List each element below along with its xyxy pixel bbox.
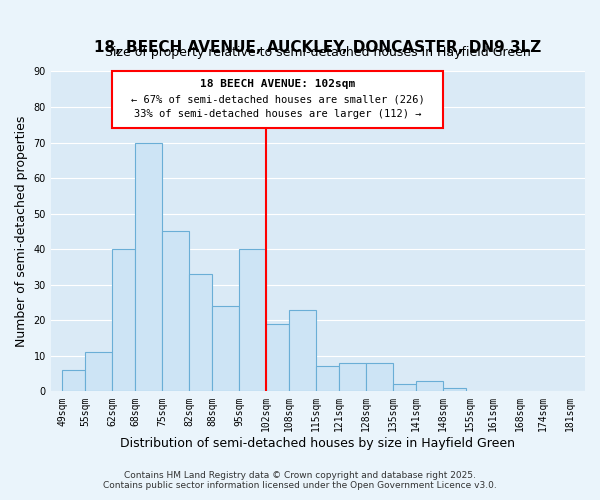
Bar <box>393 384 416 392</box>
Bar <box>112 249 136 392</box>
Bar <box>266 324 289 392</box>
Text: 18 BEECH AVENUE: 102sqm: 18 BEECH AVENUE: 102sqm <box>200 78 355 88</box>
Text: ← 67% of semi-detached houses are smaller (226): ← 67% of semi-detached houses are smalle… <box>131 94 424 104</box>
Bar <box>339 363 366 392</box>
Bar <box>162 232 189 392</box>
Title: 18, BEECH AVENUE, AUCKLEY, DONCASTER, DN9 3LZ: 18, BEECH AVENUE, AUCKLEY, DONCASTER, DN… <box>94 40 542 55</box>
Bar <box>316 366 339 392</box>
Text: 33% of semi-detached houses are larger (112) →: 33% of semi-detached houses are larger (… <box>134 109 421 119</box>
Bar <box>239 249 266 392</box>
Bar <box>416 380 443 392</box>
Bar <box>289 310 316 392</box>
Bar <box>212 306 239 392</box>
Bar <box>366 363 393 392</box>
X-axis label: Distribution of semi-detached houses by size in Hayfield Green: Distribution of semi-detached houses by … <box>121 437 515 450</box>
Bar <box>443 388 466 392</box>
Y-axis label: Number of semi-detached properties: Number of semi-detached properties <box>15 116 28 347</box>
Bar <box>62 370 85 392</box>
FancyBboxPatch shape <box>112 72 443 128</box>
Text: Contains HM Land Registry data © Crown copyright and database right 2025.
Contai: Contains HM Land Registry data © Crown c… <box>103 470 497 490</box>
Text: Size of property relative to semi-detached houses in Hayfield Green: Size of property relative to semi-detach… <box>105 46 531 59</box>
Bar <box>85 352 112 392</box>
Bar <box>136 142 162 392</box>
Bar <box>189 274 212 392</box>
